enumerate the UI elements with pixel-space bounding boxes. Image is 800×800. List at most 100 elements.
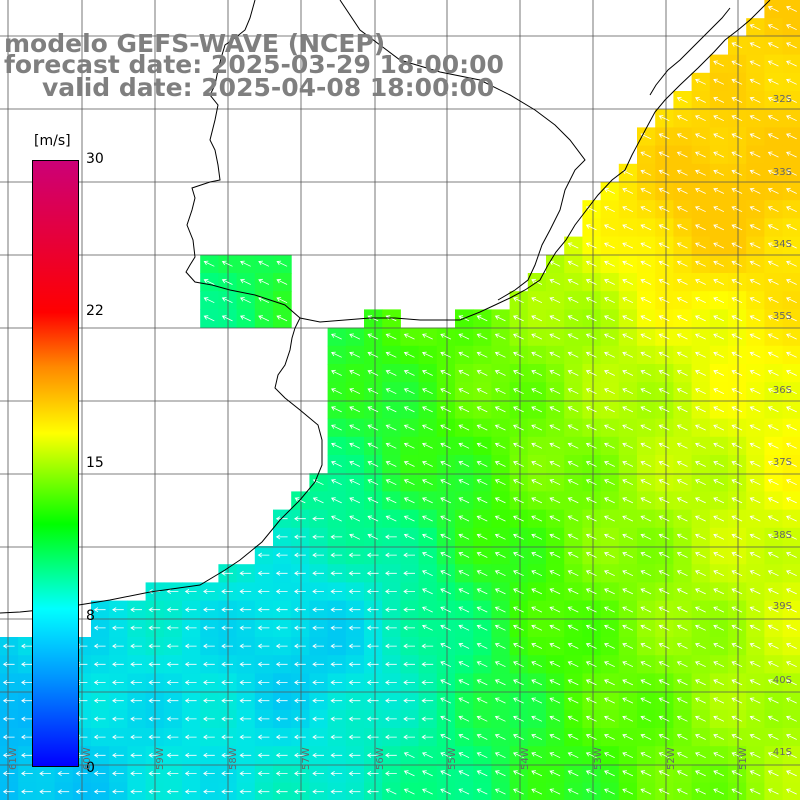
- wind-arrow: [531, 624, 543, 631]
- wind-arrow: [640, 515, 652, 522]
- wind-arrow: [440, 570, 452, 577]
- lat-label-39s: 39S: [772, 601, 792, 612]
- wind-arrow: [676, 752, 688, 759]
- wind-arrow: [294, 589, 306, 594]
- wind-arrow: [731, 260, 743, 267]
- wind-arrow: [257, 752, 270, 758]
- wind-arrow: [257, 625, 270, 631]
- wind-arrow: [585, 588, 597, 595]
- wind-arrow: [731, 169, 743, 176]
- wind-arrow: [567, 515, 579, 522]
- wind-arrow: [203, 278, 215, 285]
- wind-arrow: [458, 679, 470, 686]
- wind-arrow: [366, 771, 379, 776]
- wind-arrow: [604, 242, 615, 249]
- wind-arrow: [476, 369, 488, 376]
- wind-arrow: [695, 460, 706, 467]
- wind-arrow: [713, 297, 725, 304]
- wind-arrow: [585, 406, 597, 413]
- wind-arrow: [767, 115, 779, 122]
- lat-label-34s: 34S: [772, 239, 792, 250]
- wind-arrow: [531, 369, 543, 376]
- wind-arrow: [585, 570, 597, 577]
- wind-arrow: [713, 278, 725, 285]
- wind-arrow: [385, 369, 397, 376]
- wind-arrow: [731, 679, 743, 686]
- wind-arrow: [585, 788, 597, 795]
- wind-arrow: [658, 624, 670, 631]
- wind-arrow: [695, 351, 706, 358]
- wind-arrow: [203, 716, 215, 722]
- wind-arrow: [731, 551, 743, 558]
- wind-arrow: [713, 788, 725, 795]
- wind-arrow: [385, 515, 397, 522]
- wind-arrow: [731, 533, 743, 540]
- wind-arrow: [658, 642, 670, 649]
- wind-arrow: [676, 642, 688, 649]
- lon-label-56w: 56W: [375, 747, 386, 770]
- wind-arrow: [622, 242, 634, 249]
- wind-arrow: [604, 733, 615, 740]
- wind-arrow: [676, 770, 688, 777]
- wind-arrow: [658, 551, 670, 558]
- wind-arrow: [385, 460, 397, 467]
- wind-arrow: [440, 442, 452, 449]
- wind-arrow: [549, 424, 561, 431]
- wind-arrow: [786, 206, 797, 213]
- wind-arrow: [767, 788, 779, 795]
- wind-arrow: [767, 697, 779, 704]
- wind-arrow: [366, 661, 379, 667]
- wind-arrow: [695, 169, 706, 176]
- wind-arrow: [786, 133, 797, 140]
- wind-arrow: [567, 424, 579, 431]
- wind-arrow: [622, 733, 634, 740]
- wind-arrow: [713, 187, 725, 194]
- wind-arrow: [312, 771, 324, 776]
- wind-arrow: [567, 551, 579, 558]
- wind-arrow: [658, 115, 670, 122]
- wind-arrow: [786, 661, 797, 668]
- wind-arrow: [531, 770, 543, 777]
- wind-arrow: [713, 715, 725, 722]
- wind-arrow: [695, 551, 706, 558]
- wind-arrow: [658, 369, 670, 376]
- wind-arrow: [166, 734, 179, 740]
- wind-arrow: [786, 460, 797, 467]
- wind-arrow: [731, 733, 743, 740]
- wind-arrow: [458, 715, 470, 722]
- wind-speed-cell: [764, 782, 784, 800]
- wind-arrow: [385, 442, 397, 449]
- wind-arrow: [622, 297, 634, 304]
- wind-arrow: [676, 551, 688, 558]
- wind-arrow: [440, 460, 452, 467]
- wind-arrow: [640, 333, 652, 340]
- wind-arrow: [695, 533, 706, 540]
- wind-arrow: [130, 771, 142, 776]
- wind-arrow: [585, 424, 597, 431]
- wind-arrow: [257, 570, 270, 576]
- wind-arrow: [312, 734, 324, 740]
- wind-arrow: [330, 716, 343, 722]
- wind-arrow: [494, 479, 506, 486]
- wind-arrow: [640, 624, 652, 631]
- wind-arrow: [549, 551, 561, 558]
- wind-arrow: [184, 607, 197, 613]
- wind-arrow: [640, 788, 652, 795]
- wind-arrow: [713, 224, 725, 231]
- wind-arrow: [148, 771, 161, 776]
- wind-arrow: [749, 24, 761, 31]
- colorbar-unit: [m/s]: [34, 133, 71, 149]
- wind-arrow: [731, 315, 743, 322]
- wind-arrow: [367, 424, 379, 431]
- wind-arrow: [112, 698, 124, 704]
- wind-arrow: [622, 533, 634, 540]
- wind-arrow: [403, 552, 415, 558]
- wind-arrow: [531, 588, 543, 595]
- wind-arrow: [567, 752, 579, 759]
- wind-arrow: [640, 388, 652, 395]
- wind-arrow: [458, 424, 470, 431]
- wind-arrow: [458, 442, 470, 449]
- wind-arrow: [440, 551, 452, 558]
- wind-arrow: [749, 661, 761, 668]
- wind-arrow: [294, 752, 306, 758]
